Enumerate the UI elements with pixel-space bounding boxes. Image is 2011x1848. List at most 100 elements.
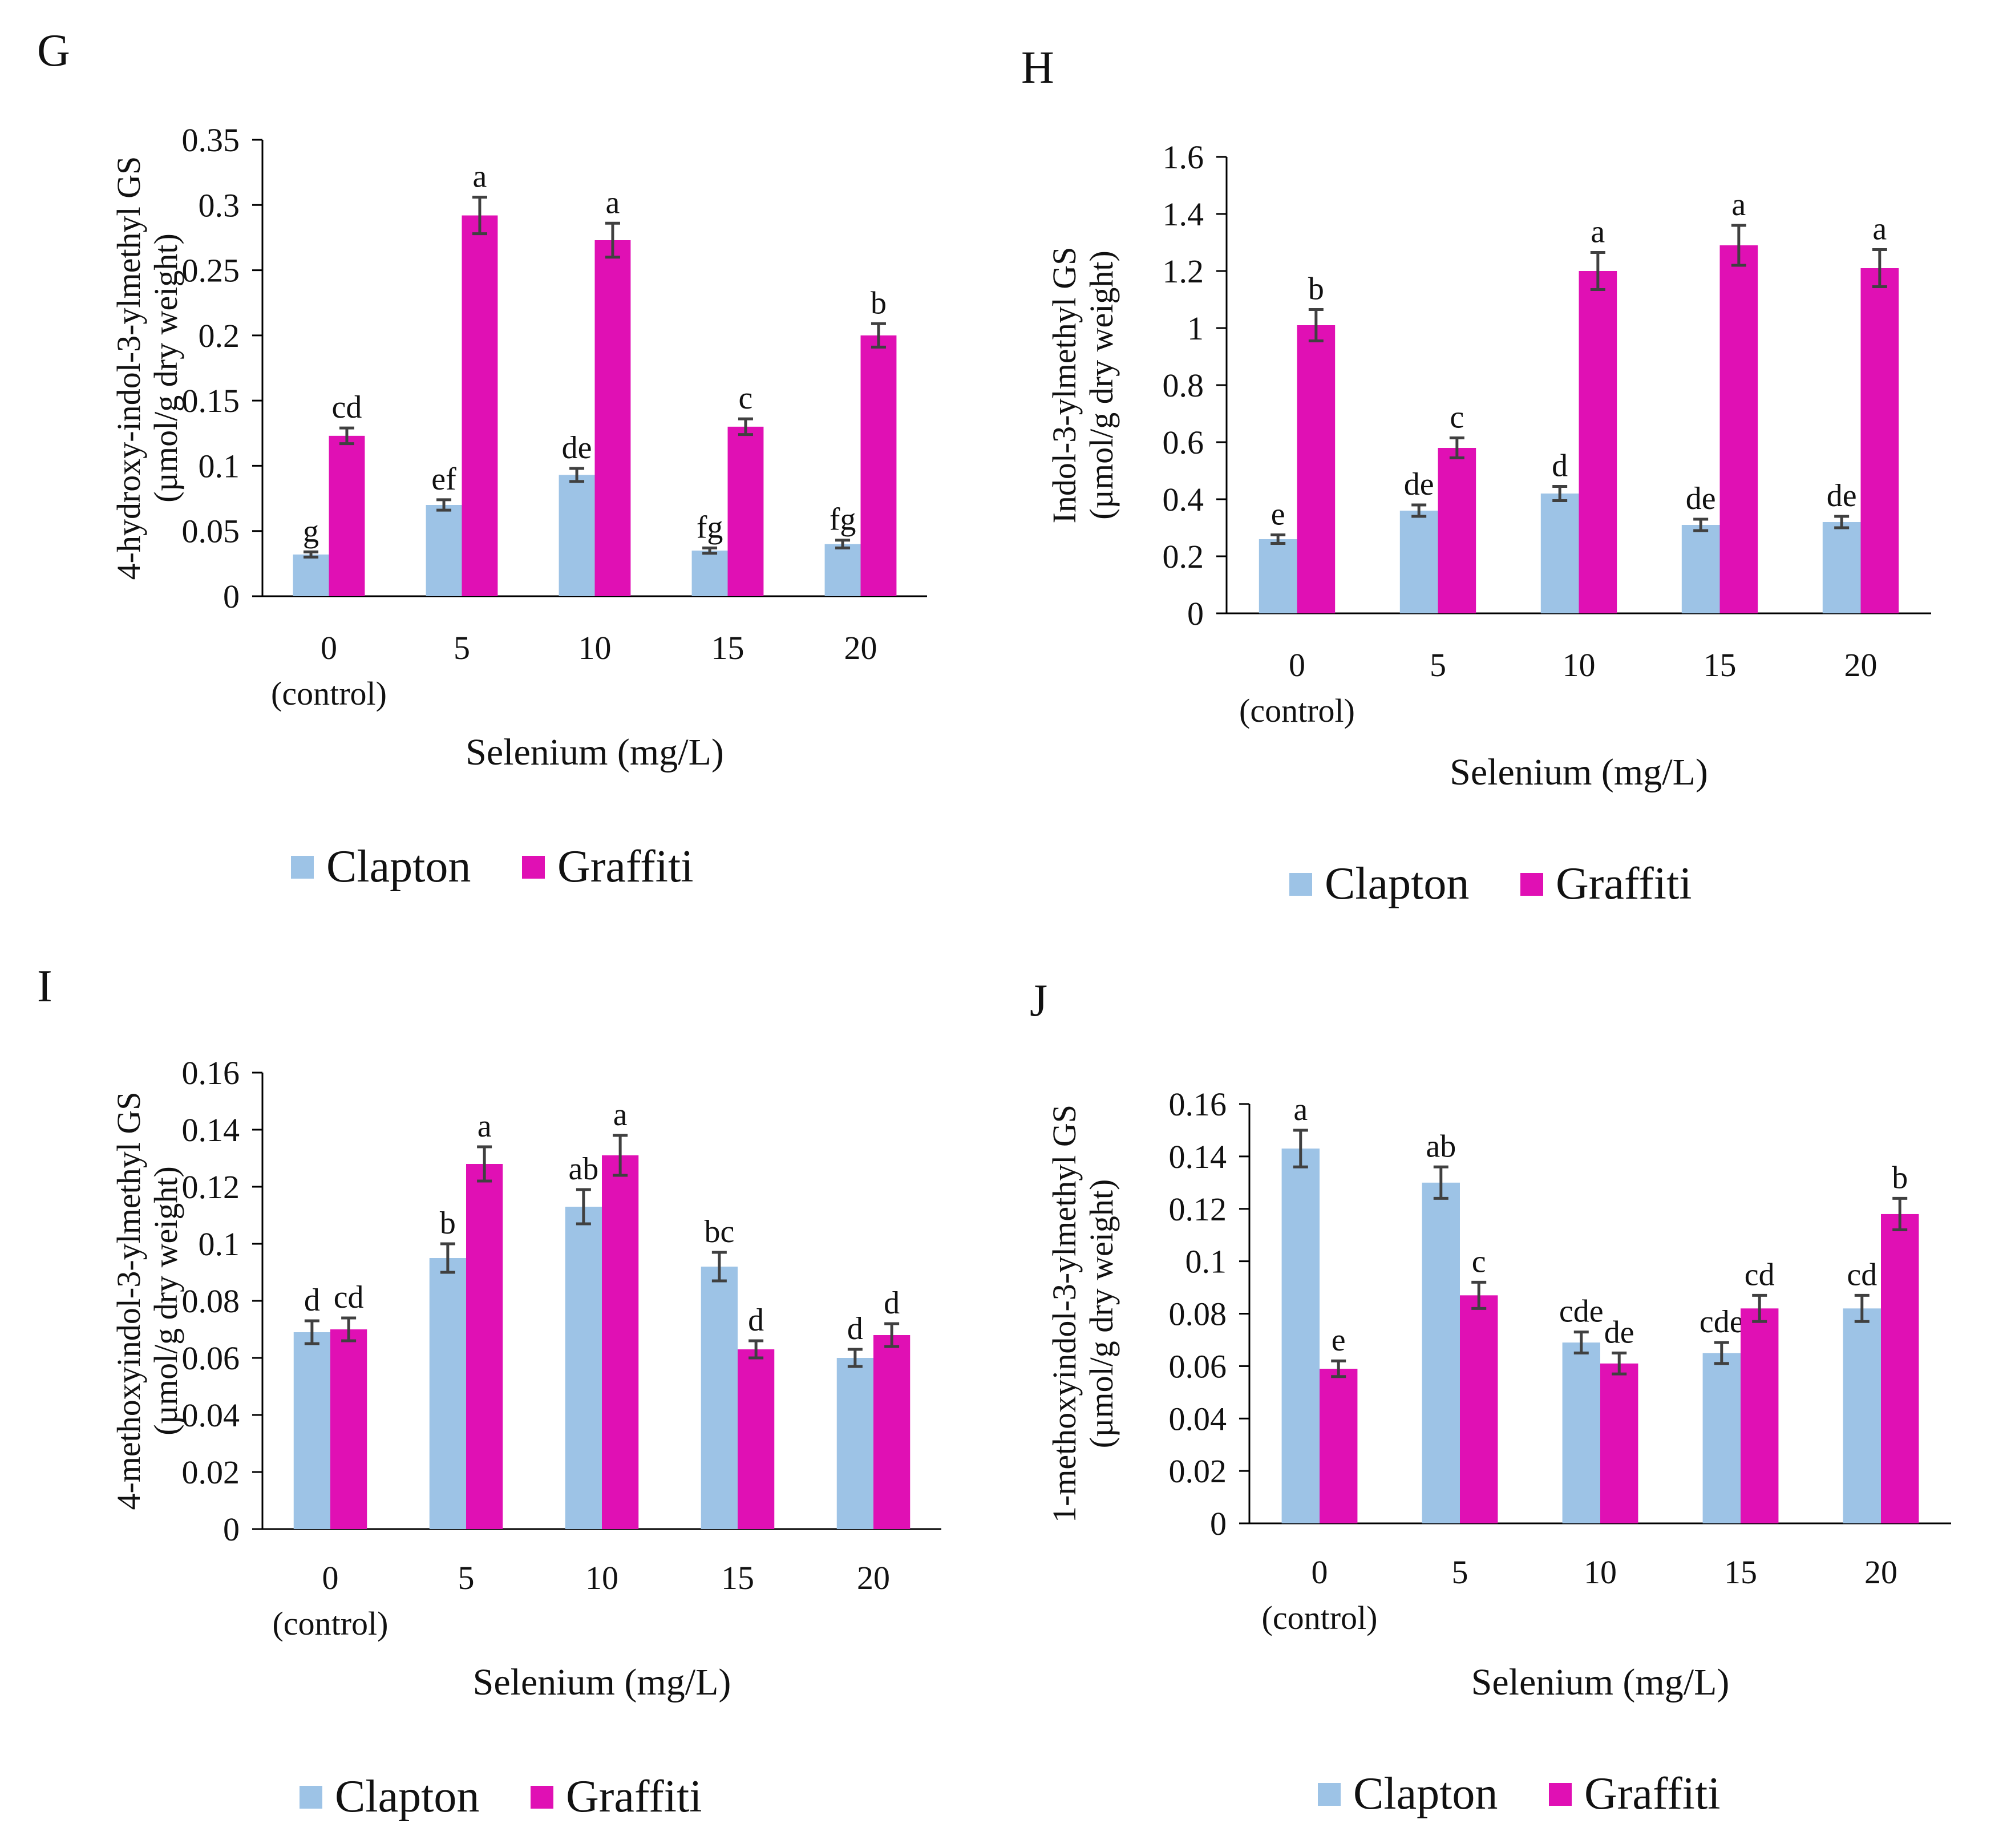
significance-letter: c <box>1450 400 1464 435</box>
bar-clapton <box>701 1267 738 1529</box>
x-tick-label: 15 <box>711 629 744 666</box>
y-axis-subtitle: (µmol/g dry weight) <box>147 233 184 503</box>
x-tick-label: 10 <box>1563 646 1596 684</box>
bar-clapton <box>1702 1353 1741 1523</box>
legend-label-graffiti: Graffiti <box>1584 1769 1720 1819</box>
bar-clapton <box>1681 525 1720 613</box>
bar-graffiti <box>330 1329 367 1529</box>
significance-letter: cde <box>1700 1304 1744 1340</box>
significance-letter: b <box>871 285 887 321</box>
x-tick-sublabel: (control) <box>1262 1599 1378 1636</box>
significance-letter: e <box>1332 1323 1346 1358</box>
x-tick-label: 5 <box>458 1559 475 1596</box>
legend-label-clapton: Clapton <box>335 1772 479 1822</box>
legend-swatch-clapton <box>1318 1783 1341 1806</box>
y-tick-label: 0.1 <box>1185 1243 1227 1280</box>
bar-clapton <box>836 1358 873 1529</box>
y-tick-label: 0.2 <box>199 317 240 354</box>
bar-graffiti <box>329 435 365 596</box>
bar-graffiti <box>727 426 764 596</box>
x-tick-label: 20 <box>1844 646 1878 684</box>
y-tick-label: 1.2 <box>1163 253 1204 290</box>
bar-graffiti <box>594 240 631 596</box>
significance-letter: d <box>748 1303 764 1338</box>
bar-graffiti <box>1297 325 1336 613</box>
y-axis-title: 4-methoxyindol-3-ylmethyl GS <box>110 1092 147 1510</box>
y-tick-label: 0.14 <box>182 1111 240 1149</box>
bar-clapton <box>293 1332 330 1529</box>
significance-letter: cd <box>334 1280 364 1315</box>
x-tick-label: 10 <box>585 1559 618 1596</box>
y-tick-label: 0.16 <box>182 1054 240 1091</box>
legend-swatch-clapton <box>300 1786 322 1809</box>
legend-swatch-graffiti <box>522 856 545 879</box>
y-axis-title: 4-hydroxy-indol-3-ylmethyl GS <box>110 156 147 580</box>
y-tick-label: 0.15 <box>182 382 240 419</box>
significance-letter: cde <box>1559 1294 1604 1329</box>
y-tick-label: 0.06 <box>1169 1348 1227 1385</box>
bar-graffiti <box>873 1335 911 1529</box>
bar-clapton <box>1281 1149 1320 1523</box>
bar-graffiti <box>1741 1308 1779 1523</box>
y-tick-label: 0.04 <box>182 1397 240 1434</box>
y-axis-title: 1-methoxyindol-3-ylmethyl GS <box>1046 1105 1083 1523</box>
x-tick-label: 0 <box>1289 646 1305 684</box>
y-tick-label: 0.04 <box>1169 1400 1227 1437</box>
significance-letter: c <box>1472 1244 1486 1279</box>
legend: Clapton Graffiti <box>1289 859 1692 909</box>
y-tick-label: 0.12 <box>182 1168 240 1206</box>
x-tick-sublabel: (control) <box>271 675 387 712</box>
bar-graffiti <box>1579 271 1617 613</box>
y-tick-label: 0.1 <box>199 1226 240 1263</box>
bar-graffiti <box>1719 245 1758 613</box>
y-axis-subtitle: (µmol/g dry weight) <box>147 1166 184 1435</box>
significance-letter: cd <box>332 390 362 425</box>
significance-letter: a <box>613 1097 628 1133</box>
bar-clapton <box>565 1207 602 1529</box>
bar-clapton <box>429 1258 466 1529</box>
significance-letter: a <box>1731 187 1746 223</box>
bar-graffiti <box>1320 1368 1358 1523</box>
chart-panel-h: H 0 0.2 0.4 0.6 0.8 1 1.2 1.4 1.6 Indol-3-ylmethyl… <box>1021 43 1931 909</box>
bar-graffiti <box>738 1349 775 1529</box>
bar-graffiti <box>462 215 498 597</box>
y-tick-label: 1 <box>1187 310 1204 347</box>
significance-letter: ab <box>568 1151 598 1187</box>
y-tick-label: 0.14 <box>1169 1138 1227 1175</box>
legend-label-graffiti: Graffiti <box>557 842 693 892</box>
significance-letter: fg <box>697 509 723 545</box>
y-tick-label: 0.8 <box>1163 367 1204 404</box>
significance-letter: de <box>1686 481 1716 516</box>
bar-graffiti <box>860 335 897 596</box>
y-tick-label: 0.06 <box>182 1340 240 1377</box>
bar-clapton <box>1399 511 1438 613</box>
significance-letter: b <box>440 1206 456 1241</box>
bar-graffiti <box>1600 1363 1638 1523</box>
bar-clapton <box>1843 1308 1881 1523</box>
y-tick-label: 0.35 <box>182 122 240 159</box>
y-tick-label: 0.02 <box>182 1454 240 1491</box>
chart-panel-i: I 0 0.02 0.04 0.06 0.08 0.1 0.12 0.14 0.16 4-metho… <box>37 961 941 1822</box>
bar-graffiti <box>1860 268 1899 613</box>
legend: Clapton Graffiti <box>300 1772 702 1822</box>
significance-letter: d <box>304 1283 320 1318</box>
bar-clapton <box>691 551 728 596</box>
panel-label: H <box>1021 43 1054 93</box>
significance-letter: g <box>303 513 319 549</box>
y-tick-label: 0 <box>1210 1505 1227 1542</box>
significance-letter: a <box>473 159 487 195</box>
significance-letter: a <box>606 185 620 220</box>
significance-letter: d <box>847 1311 863 1346</box>
bar-graffiti <box>1438 448 1476 613</box>
x-tick-label: 10 <box>1584 1554 1617 1591</box>
x-tick-label: 0 <box>1312 1554 1328 1591</box>
significance-letter: a <box>1872 212 1887 247</box>
significance-letter: c <box>739 381 753 416</box>
legend: Clapton Graffiti <box>1318 1769 1720 1819</box>
x-axis-title: Selenium (mg/L) <box>473 1661 731 1703</box>
x-axis-title: Selenium (mg/L) <box>466 731 724 773</box>
bar-clapton <box>1259 539 1297 613</box>
legend-label-clapton: Clapton <box>1325 859 1469 909</box>
significance-letter: a <box>478 1109 492 1144</box>
y-axis-title: Indol-3-ylmethyl GS <box>1046 247 1083 524</box>
